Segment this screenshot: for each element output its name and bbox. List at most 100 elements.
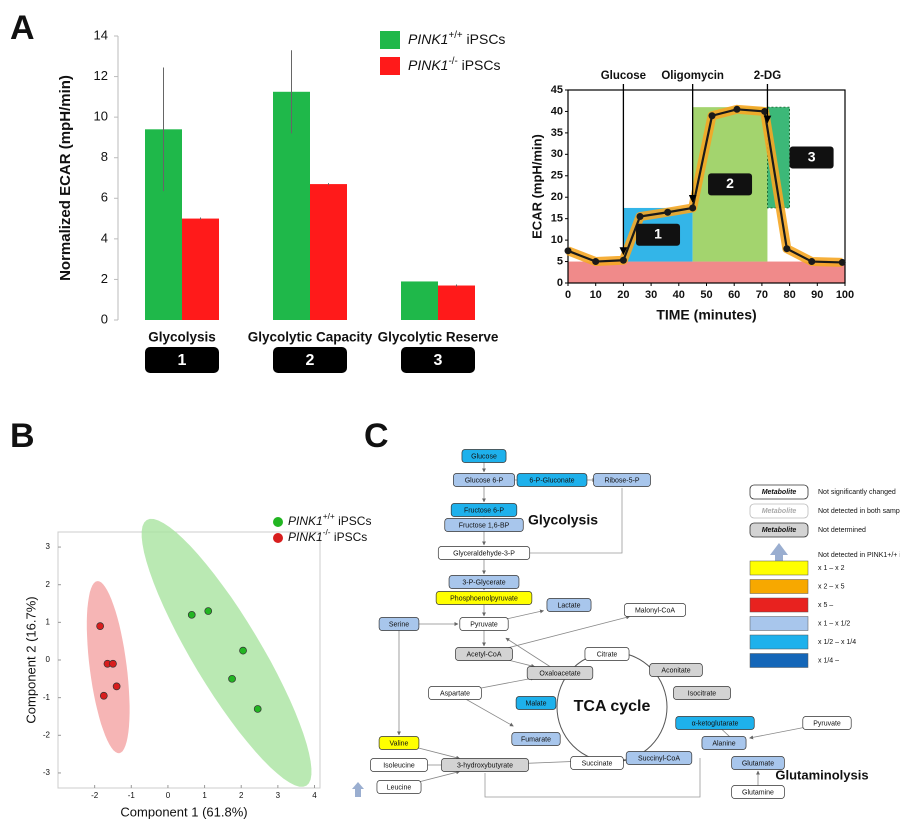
metabolite-label: Serine xyxy=(389,621,409,628)
metabolite-label: Malonyl-CoA xyxy=(635,607,675,614)
legend-swatch xyxy=(380,31,400,49)
metabolite-box xyxy=(649,663,703,677)
x-tick-label: Glycolysis xyxy=(148,330,216,345)
point xyxy=(619,256,627,264)
x-tick-label: 0 xyxy=(166,791,171,800)
metabolite-box xyxy=(370,758,428,772)
point xyxy=(112,682,121,691)
x-tick-label: 80 xyxy=(783,289,795,301)
metabolite-box xyxy=(593,473,651,487)
metabolite-box xyxy=(444,518,524,532)
metabolite-box xyxy=(511,732,561,746)
x-tick-label: 20 xyxy=(617,289,629,301)
legend-swatch xyxy=(749,579,809,594)
legend-label: x 5 – xyxy=(818,602,833,609)
legend-label: PINK1+/+ iPSCs xyxy=(288,511,371,528)
metabolite-label: Acetyl-CoA xyxy=(466,651,501,658)
legend-swatch xyxy=(749,653,809,668)
legend-label: x 1 – x 1/2 xyxy=(818,620,850,627)
metabolite-box xyxy=(437,546,531,560)
legend-arrow xyxy=(770,543,788,561)
point xyxy=(838,258,846,266)
metabolite-box xyxy=(459,617,509,631)
y-tick-label: 0 xyxy=(101,311,108,326)
legend-label: PINK1-/- iPSCs xyxy=(288,527,367,544)
badge xyxy=(401,347,475,373)
y-axis-label: Component 2 (16.7%) xyxy=(23,596,38,723)
metabolite-box xyxy=(453,473,516,487)
bar xyxy=(438,285,475,320)
legend-label: Not detected in both samples xyxy=(818,508,900,515)
legend-label: PINK1+/+ iPSCs xyxy=(408,30,505,47)
pathway-label: Glutaminolysis xyxy=(775,767,868,782)
region-badge-box xyxy=(708,173,753,196)
metabolite-label: 6-P-Gluconate xyxy=(529,477,574,484)
metabolite-label: Ribose-5-P xyxy=(604,477,639,484)
point xyxy=(99,691,108,700)
legend-swatch xyxy=(749,597,809,613)
region-badge: 1 xyxy=(636,223,681,246)
point xyxy=(204,607,213,615)
metabolite-label: Pyruvate xyxy=(813,720,841,727)
metabolite-label: 3-hydroxybutyrate xyxy=(457,762,513,769)
metabolite-label: Glutamate xyxy=(742,760,774,767)
metabolite-label: Oxaloacetate xyxy=(539,670,580,677)
region-badge: 3 xyxy=(789,146,834,169)
line xyxy=(567,108,843,264)
x-tick-label: 70 xyxy=(756,289,768,301)
y-tick-label: 25 xyxy=(551,170,563,182)
point xyxy=(689,204,697,212)
x-tick-label: 4 xyxy=(312,791,317,800)
y-tick-label: 40 xyxy=(551,105,563,117)
legend-box-label: Metabolite xyxy=(762,527,797,534)
y-tick-label: 1 xyxy=(46,617,51,626)
legend-swatch xyxy=(749,634,809,650)
y-tick-label: 2 xyxy=(101,271,108,286)
metabolite-label: Aspartate xyxy=(440,690,470,697)
metabolite-box xyxy=(515,696,557,710)
metabolite-box xyxy=(701,736,747,750)
metabolite-label: Glucose 6-P xyxy=(465,477,504,484)
metabolite-label: Isocitrate xyxy=(688,690,717,697)
metabolite-label: Phosphoenolpyruvate xyxy=(450,595,518,602)
legend-box xyxy=(749,522,809,538)
metabolite-box xyxy=(570,756,624,770)
legend-label: Not determined xyxy=(818,527,866,534)
y-tick-label: 5 xyxy=(557,255,563,267)
x-tick-label: 100 xyxy=(836,289,854,301)
point xyxy=(564,247,572,255)
region-badge-label: 2 xyxy=(726,175,734,191)
point xyxy=(228,674,236,683)
metabolite-box xyxy=(428,686,482,700)
metabolite-box xyxy=(546,598,592,612)
legend-label: Not significantly changed xyxy=(818,489,896,496)
region-badge-label: 1 xyxy=(654,225,662,241)
bar xyxy=(401,281,438,320)
badge xyxy=(273,347,347,373)
point xyxy=(761,107,769,115)
x-tick-label: 90 xyxy=(811,289,823,301)
metabolite-box xyxy=(455,647,513,661)
y-tick-label: -1 xyxy=(43,693,51,702)
legend-box xyxy=(749,484,809,500)
legend-label: Not detected in PINK1+/+ iPSCs xyxy=(818,552,900,559)
y-tick-label: 10 xyxy=(94,109,108,124)
metabolite-box xyxy=(461,449,507,463)
annotation: 2-DG xyxy=(754,70,782,82)
point xyxy=(783,245,791,253)
y-tick-label: 4 xyxy=(101,230,108,245)
panel-label: C xyxy=(364,417,389,455)
metabolite-label: Succinyl-CoA xyxy=(638,755,680,762)
legend-marker xyxy=(273,533,283,543)
point xyxy=(733,105,741,113)
metabolite-label: Alanine xyxy=(712,740,735,747)
metabolite-box xyxy=(625,751,693,765)
metabolite-box xyxy=(675,716,755,730)
connector xyxy=(484,758,701,798)
y-tick-label: 2 xyxy=(46,580,51,589)
x-tick-label: 40 xyxy=(673,289,685,301)
x-tick-label: 0 xyxy=(565,289,571,301)
not-detected-arrow xyxy=(352,782,364,797)
y-tick-label: 12 xyxy=(94,68,108,83)
